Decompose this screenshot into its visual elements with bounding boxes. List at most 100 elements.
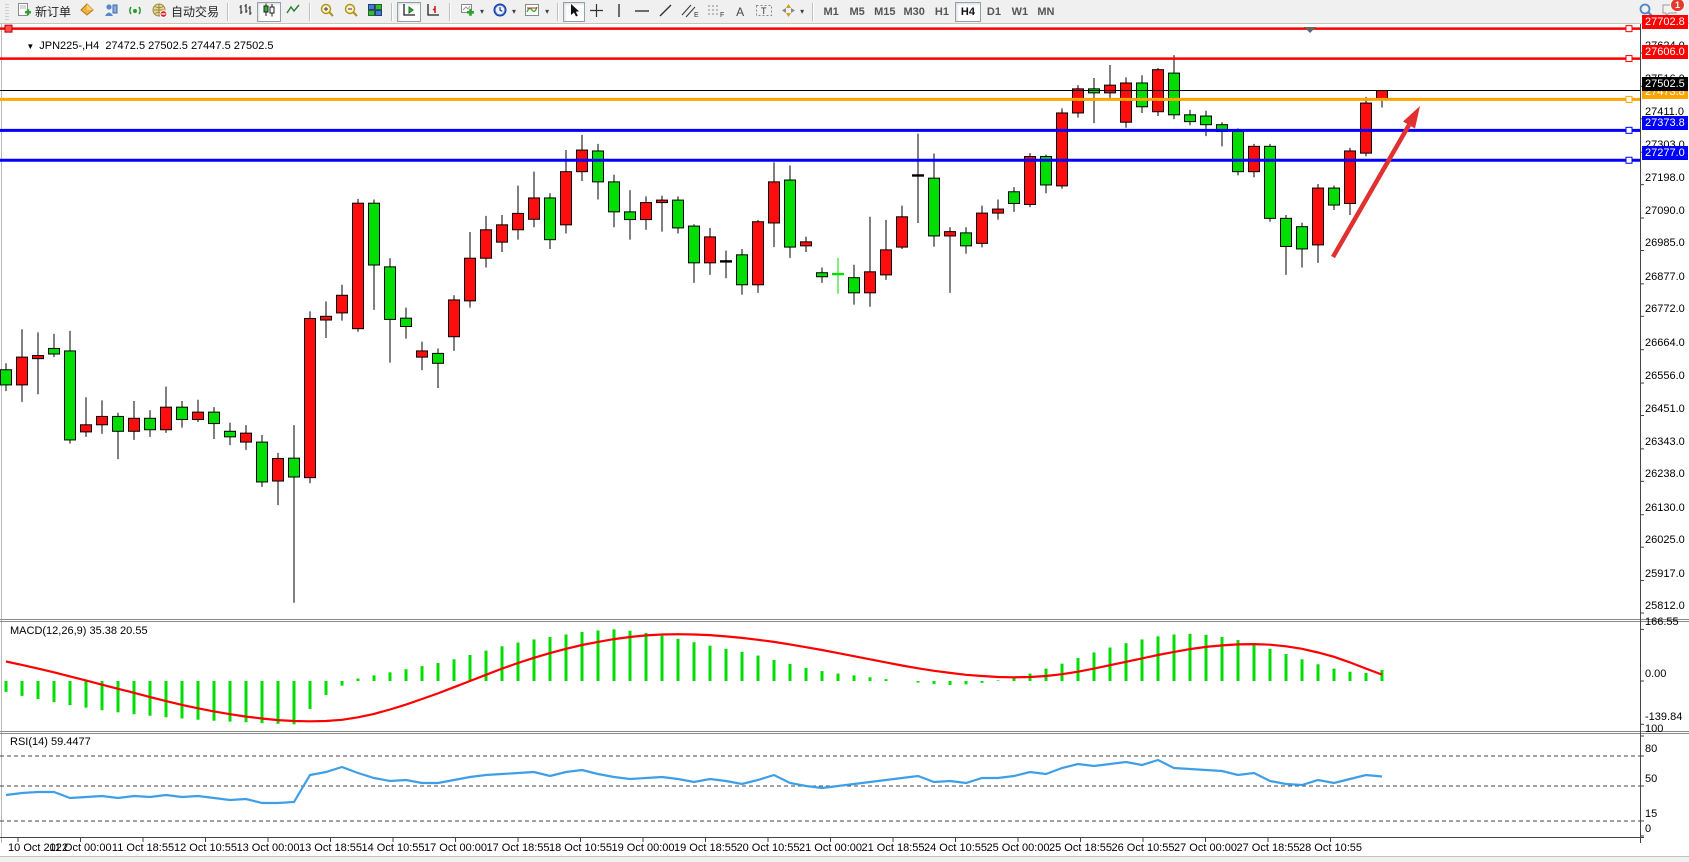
indicators-icon <box>524 2 541 21</box>
timeframe-h1-button[interactable]: H1 <box>929 2 955 22</box>
bar-chart-button[interactable] <box>233 2 257 22</box>
new-order-label: 新订单 <box>35 5 72 19</box>
auto-trading-button[interactable]: 自动交易 <box>147 2 223 22</box>
price-line-tag[interactable]: 27606.0 <box>1642 44 1688 59</box>
chart-shift-button[interactable] <box>421 2 445 22</box>
candlestick-chart-button[interactable] <box>257 1 282 22</box>
strategy-tester-button[interactable] <box>99 2 123 22</box>
candle-body <box>224 430 236 438</box>
chart-area[interactable]: 10 Oct 2022 11 Oct 00:00 11 Oct 18:55 12 Oc… <box>0 14 1689 856</box>
timeframe-h4-button[interactable]: H4 <box>954 1 981 22</box>
dropdown-caret-icon: ▾ <box>480 7 485 16</box>
line-anchor-marker[interactable] <box>1625 156 1633 164</box>
price-line-tag[interactable]: 27277.0 <box>1642 146 1688 161</box>
time-axis-label: 13 Oct 18:55 <box>299 842 362 854</box>
equidistant-channel-button[interactable]: E <box>677 2 703 22</box>
axis-tick-label: 26130.0 <box>1645 501 1685 514</box>
text-label-icon: T <box>755 3 773 21</box>
candle-body <box>592 150 604 183</box>
horizontal-line-button[interactable] <box>630 2 654 22</box>
indicators-button[interactable]: ▾ <box>520 2 553 22</box>
candle-body <box>560 171 572 226</box>
candle-body <box>848 277 860 294</box>
notifications-button[interactable]: 1 <box>1661 0 1685 21</box>
candle-body <box>672 199 684 229</box>
timeframe-m15-button[interactable]: M15 <box>870 2 899 22</box>
zoom-in-button[interactable] <box>315 2 339 22</box>
period-clock-button[interactable]: ▾ <box>488 2 520 22</box>
toolbar: 新订单 自动交易 <box>0 0 1689 24</box>
line-anchor-marker[interactable] <box>1625 95 1633 103</box>
line-chart-button[interactable] <box>281 2 305 22</box>
candle-body <box>1280 217 1292 247</box>
axis-tick-label: 27090.0 <box>1645 205 1685 218</box>
line-anchor-marker[interactable] <box>1625 25 1633 33</box>
new-chart-button[interactable]: ▾ <box>455 2 488 22</box>
vertical-line-button[interactable] <box>608 2 630 22</box>
candle-body <box>160 406 172 431</box>
timeframe-m30-button[interactable]: M30 <box>900 2 929 22</box>
line-anchor-marker[interactable] <box>4 24 13 33</box>
timeframe-w1-button[interactable]: W1 <box>1007 2 1033 22</box>
toolbar-separator <box>391 2 394 21</box>
candle-body <box>1328 187 1340 206</box>
axis-tick-label: 80 <box>1645 743 1658 755</box>
time-axis-label: 11 Oct 00:00 <box>49 842 111 854</box>
cursor-button[interactable] <box>563 1 586 22</box>
toolbar-separator <box>449 2 452 21</box>
auto-trading-label: 自动交易 <box>171 5 220 19</box>
chart-shift-marker[interactable] <box>1304 27 1316 33</box>
arrows-button[interactable]: ▾ <box>777 2 808 22</box>
rsi-line <box>5 758 1383 805</box>
axis-tick-label: -139.84 <box>1645 711 1683 724</box>
candle-body <box>768 181 780 224</box>
metaeditor-button[interactable] <box>75 2 99 22</box>
price-line-tag[interactable]: 27502.5 <box>1642 76 1688 91</box>
crosshair-button[interactable] <box>585 2 608 22</box>
price-line-tag[interactable]: 27373.8 <box>1642 116 1688 131</box>
zoom-out-button[interactable] <box>339 2 363 22</box>
axis-tick-label: 27411.0 <box>1645 105 1684 118</box>
axis-tick-label: 50 <box>1645 773 1658 785</box>
fibonacci-icon: F <box>707 3 725 21</box>
price-line-tag[interactable]: 27702.8 <box>1642 14 1688 29</box>
trend-arrow-line[interactable] <box>1331 123 1411 259</box>
candle-body <box>784 179 796 248</box>
candle-body <box>320 315 332 321</box>
line-anchor-marker[interactable] <box>1625 126 1633 134</box>
timeframe-m1-button[interactable]: M1 <box>818 2 844 22</box>
text-label-button[interactable]: T <box>751 2 777 22</box>
candle-body <box>976 212 988 244</box>
axis-tick-label: 26343.0 <box>1645 435 1685 448</box>
candle-body <box>272 457 284 482</box>
dropdown-caret-icon: ▾ <box>545 7 550 16</box>
candle-body <box>1296 226 1308 250</box>
signals-button[interactable] <box>123 2 147 22</box>
axis-tick-label: 25812.0 <box>1645 600 1685 612</box>
text-button[interactable]: A <box>729 2 751 22</box>
candle-body <box>1104 84 1116 94</box>
zoom-out-icon <box>343 2 359 21</box>
time-axis-label: 24 Oct 10:55 <box>924 842 987 854</box>
line-anchor-marker[interactable] <box>1625 55 1633 63</box>
fibonacci-button[interactable]: F <box>703 2 729 22</box>
candle-body <box>512 212 524 231</box>
timeframe-d1-button[interactable]: D1 <box>981 2 1007 22</box>
tile-windows-button[interactable] <box>363 2 387 22</box>
candle-body <box>16 356 28 386</box>
auto-scroll-button[interactable] <box>397 1 422 22</box>
time-axis-label: 19 Oct 18:55 <box>674 842 737 854</box>
time-axis-label: 21 Oct 00:00 <box>799 842 862 854</box>
axis-tick-label: 0 <box>1645 823 1652 835</box>
trendline-icon <box>658 3 673 21</box>
status-strip <box>0 856 1689 862</box>
channel-icon: E <box>681 3 699 21</box>
candle-body <box>1360 102 1372 154</box>
arrows-icon <box>781 3 796 21</box>
trend-arrow-head[interactable] <box>1403 106 1420 129</box>
trendline-button[interactable] <box>654 2 677 22</box>
new-order-button[interactable]: 新订单 <box>12 2 75 22</box>
timeframe-m5-button[interactable]: M5 <box>844 2 870 22</box>
timeframe-mn-button[interactable]: MN <box>1033 2 1059 22</box>
